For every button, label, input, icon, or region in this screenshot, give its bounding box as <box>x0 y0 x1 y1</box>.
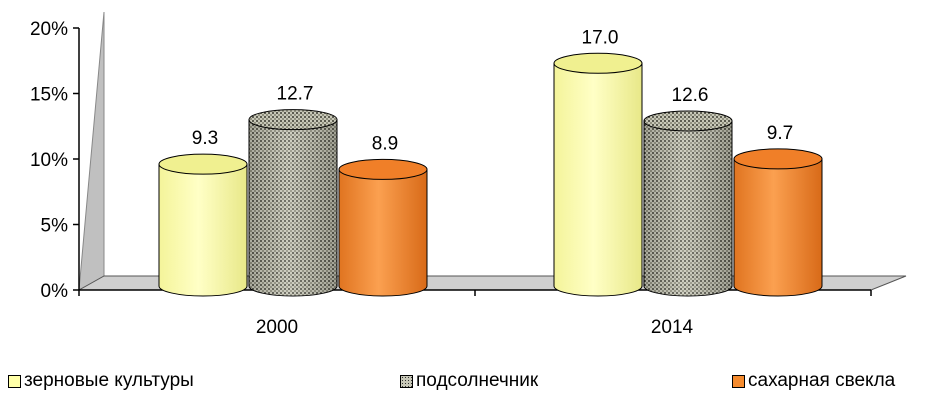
bar-grain-2014 <box>553 52 643 297</box>
data-label-grain-2000: 9.3 <box>192 128 218 149</box>
bar-sunflower-2000 <box>248 109 338 297</box>
bars: 9.3 12.7 8.9 17.0 12.6 9.7 <box>158 27 823 297</box>
legend-label-sunflower: подсолнечник <box>416 370 539 391</box>
legend-item-sugarbeet: сахарная свекла <box>732 370 895 392</box>
y-tick-label: 10% <box>30 150 68 171</box>
legend-item-grain: зерновые культуры <box>8 370 194 392</box>
y-tick-label: 0% <box>41 281 69 302</box>
y-tick-label: 20% <box>30 19 68 40</box>
legend-swatch-sugarbeet <box>732 374 745 388</box>
x-tick-label-2014: 2014 <box>651 317 694 338</box>
legend-label-sugarbeet: сахарная свекла <box>748 370 896 391</box>
data-label-sunflower-2014: 12.6 <box>672 85 709 106</box>
data-label-sugarbeet-2000: 8.9 <box>372 133 398 154</box>
data-label-sugarbeet-2014: 9.7 <box>767 123 793 144</box>
bar-grain-2000 <box>158 153 248 297</box>
y-tick-label: 15% <box>30 85 68 106</box>
legend-swatch-grain <box>8 374 21 388</box>
legend-item-sunflower: подсолнечник <box>400 370 538 392</box>
legend: зерновые культуры подсолнечник сахарная … <box>0 370 944 398</box>
y-axis-ticks: 0% 5% 10% 15% 20% <box>30 19 79 302</box>
x-axis-labels: 2000 2014 <box>256 317 694 338</box>
data-label-sunflower-2000: 12.7 <box>277 84 314 105</box>
legend-label-grain: зерновые культуры <box>24 370 194 391</box>
y-tick-label: 5% <box>41 216 69 237</box>
data-label-grain-2014: 17.0 <box>582 27 619 48</box>
chart-side-wall <box>78 11 105 291</box>
x-tick-label-2000: 2000 <box>256 317 298 338</box>
bar-sugarbeet-2000 <box>338 158 428 297</box>
bar-sunflower-2014 <box>643 110 733 297</box>
bar-sugarbeet-2014 <box>733 148 823 297</box>
legend-swatch-sunflower <box>400 374 413 388</box>
